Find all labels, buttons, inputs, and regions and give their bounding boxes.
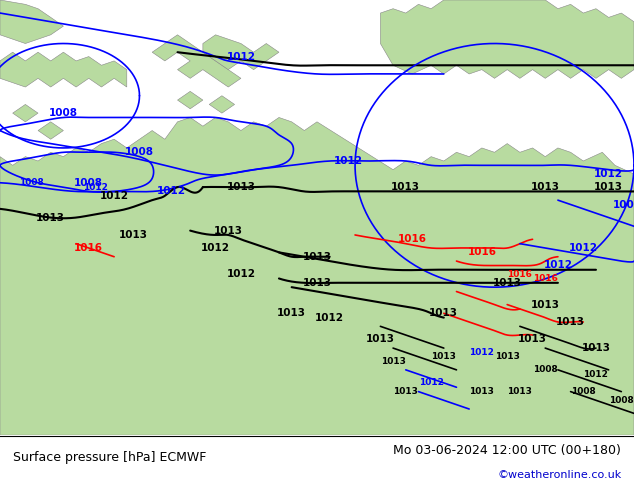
Text: 1013: 1013 xyxy=(393,387,418,396)
Polygon shape xyxy=(38,122,63,139)
Text: 1013: 1013 xyxy=(119,230,148,240)
Text: 1012: 1012 xyxy=(543,260,573,270)
Text: 1013: 1013 xyxy=(226,182,256,192)
Text: 1016: 1016 xyxy=(467,247,496,257)
Text: 1013: 1013 xyxy=(380,357,406,366)
Polygon shape xyxy=(0,52,127,87)
Text: 1012: 1012 xyxy=(157,187,186,196)
Text: 1008: 1008 xyxy=(125,147,154,157)
Text: 1013: 1013 xyxy=(556,317,585,327)
Text: Surface pressure [hPa] ECMWF: Surface pressure [hPa] ECMWF xyxy=(13,451,206,464)
Text: 1008: 1008 xyxy=(49,108,78,118)
Text: 1012: 1012 xyxy=(315,313,344,322)
Text: 1013: 1013 xyxy=(302,278,332,288)
Text: 1013: 1013 xyxy=(531,299,560,310)
Text: 1012: 1012 xyxy=(100,191,129,201)
Text: 1008: 1008 xyxy=(19,178,44,187)
Text: 1013: 1013 xyxy=(495,352,520,361)
Text: Mo 03-06-2024 12:00 UTC (00+180): Mo 03-06-2024 12:00 UTC (00+180) xyxy=(394,444,621,457)
Text: 1012: 1012 xyxy=(594,169,623,179)
Text: 1013: 1013 xyxy=(493,278,522,288)
Text: 1013: 1013 xyxy=(518,334,547,344)
Text: 1013: 1013 xyxy=(214,225,243,236)
Text: 1013: 1013 xyxy=(431,352,456,361)
Text: 1012: 1012 xyxy=(82,183,108,192)
Text: 1012: 1012 xyxy=(569,243,598,253)
Polygon shape xyxy=(178,91,203,109)
Polygon shape xyxy=(13,104,38,122)
Polygon shape xyxy=(0,0,63,44)
Text: 1012: 1012 xyxy=(201,243,230,253)
Text: ©weatheronline.co.uk: ©weatheronline.co.uk xyxy=(497,469,621,480)
Text: 1013: 1013 xyxy=(277,308,306,318)
Text: 1012: 1012 xyxy=(583,369,609,379)
Text: 1012: 1012 xyxy=(226,269,256,279)
Polygon shape xyxy=(203,35,279,70)
Text: 1008: 1008 xyxy=(613,199,634,210)
Text: 1016: 1016 xyxy=(533,274,558,283)
Text: 1013: 1013 xyxy=(366,334,395,344)
Text: 1008: 1008 xyxy=(533,366,558,374)
Text: 1012: 1012 xyxy=(418,378,444,388)
Polygon shape xyxy=(0,118,634,435)
Text: 1008: 1008 xyxy=(571,387,596,396)
Text: 1016: 1016 xyxy=(398,234,427,245)
Text: 1016: 1016 xyxy=(507,270,533,279)
Text: 1013: 1013 xyxy=(594,182,623,192)
Text: 1013: 1013 xyxy=(302,252,332,262)
Text: 1008: 1008 xyxy=(74,178,103,188)
Text: 1012: 1012 xyxy=(334,156,363,166)
Text: 1012: 1012 xyxy=(226,51,256,62)
Polygon shape xyxy=(152,35,241,87)
Text: 1013: 1013 xyxy=(531,182,560,192)
Text: 1013: 1013 xyxy=(507,387,533,396)
Text: 1013: 1013 xyxy=(429,308,458,318)
Text: 1013: 1013 xyxy=(36,213,65,222)
Polygon shape xyxy=(209,96,235,113)
Text: 1013: 1013 xyxy=(391,182,420,192)
Text: 1013: 1013 xyxy=(581,343,611,353)
Text: 1008: 1008 xyxy=(609,396,634,405)
Polygon shape xyxy=(380,0,634,78)
Text: 1013: 1013 xyxy=(469,387,495,396)
Text: 1012: 1012 xyxy=(469,348,495,357)
Text: 1016: 1016 xyxy=(74,243,103,253)
